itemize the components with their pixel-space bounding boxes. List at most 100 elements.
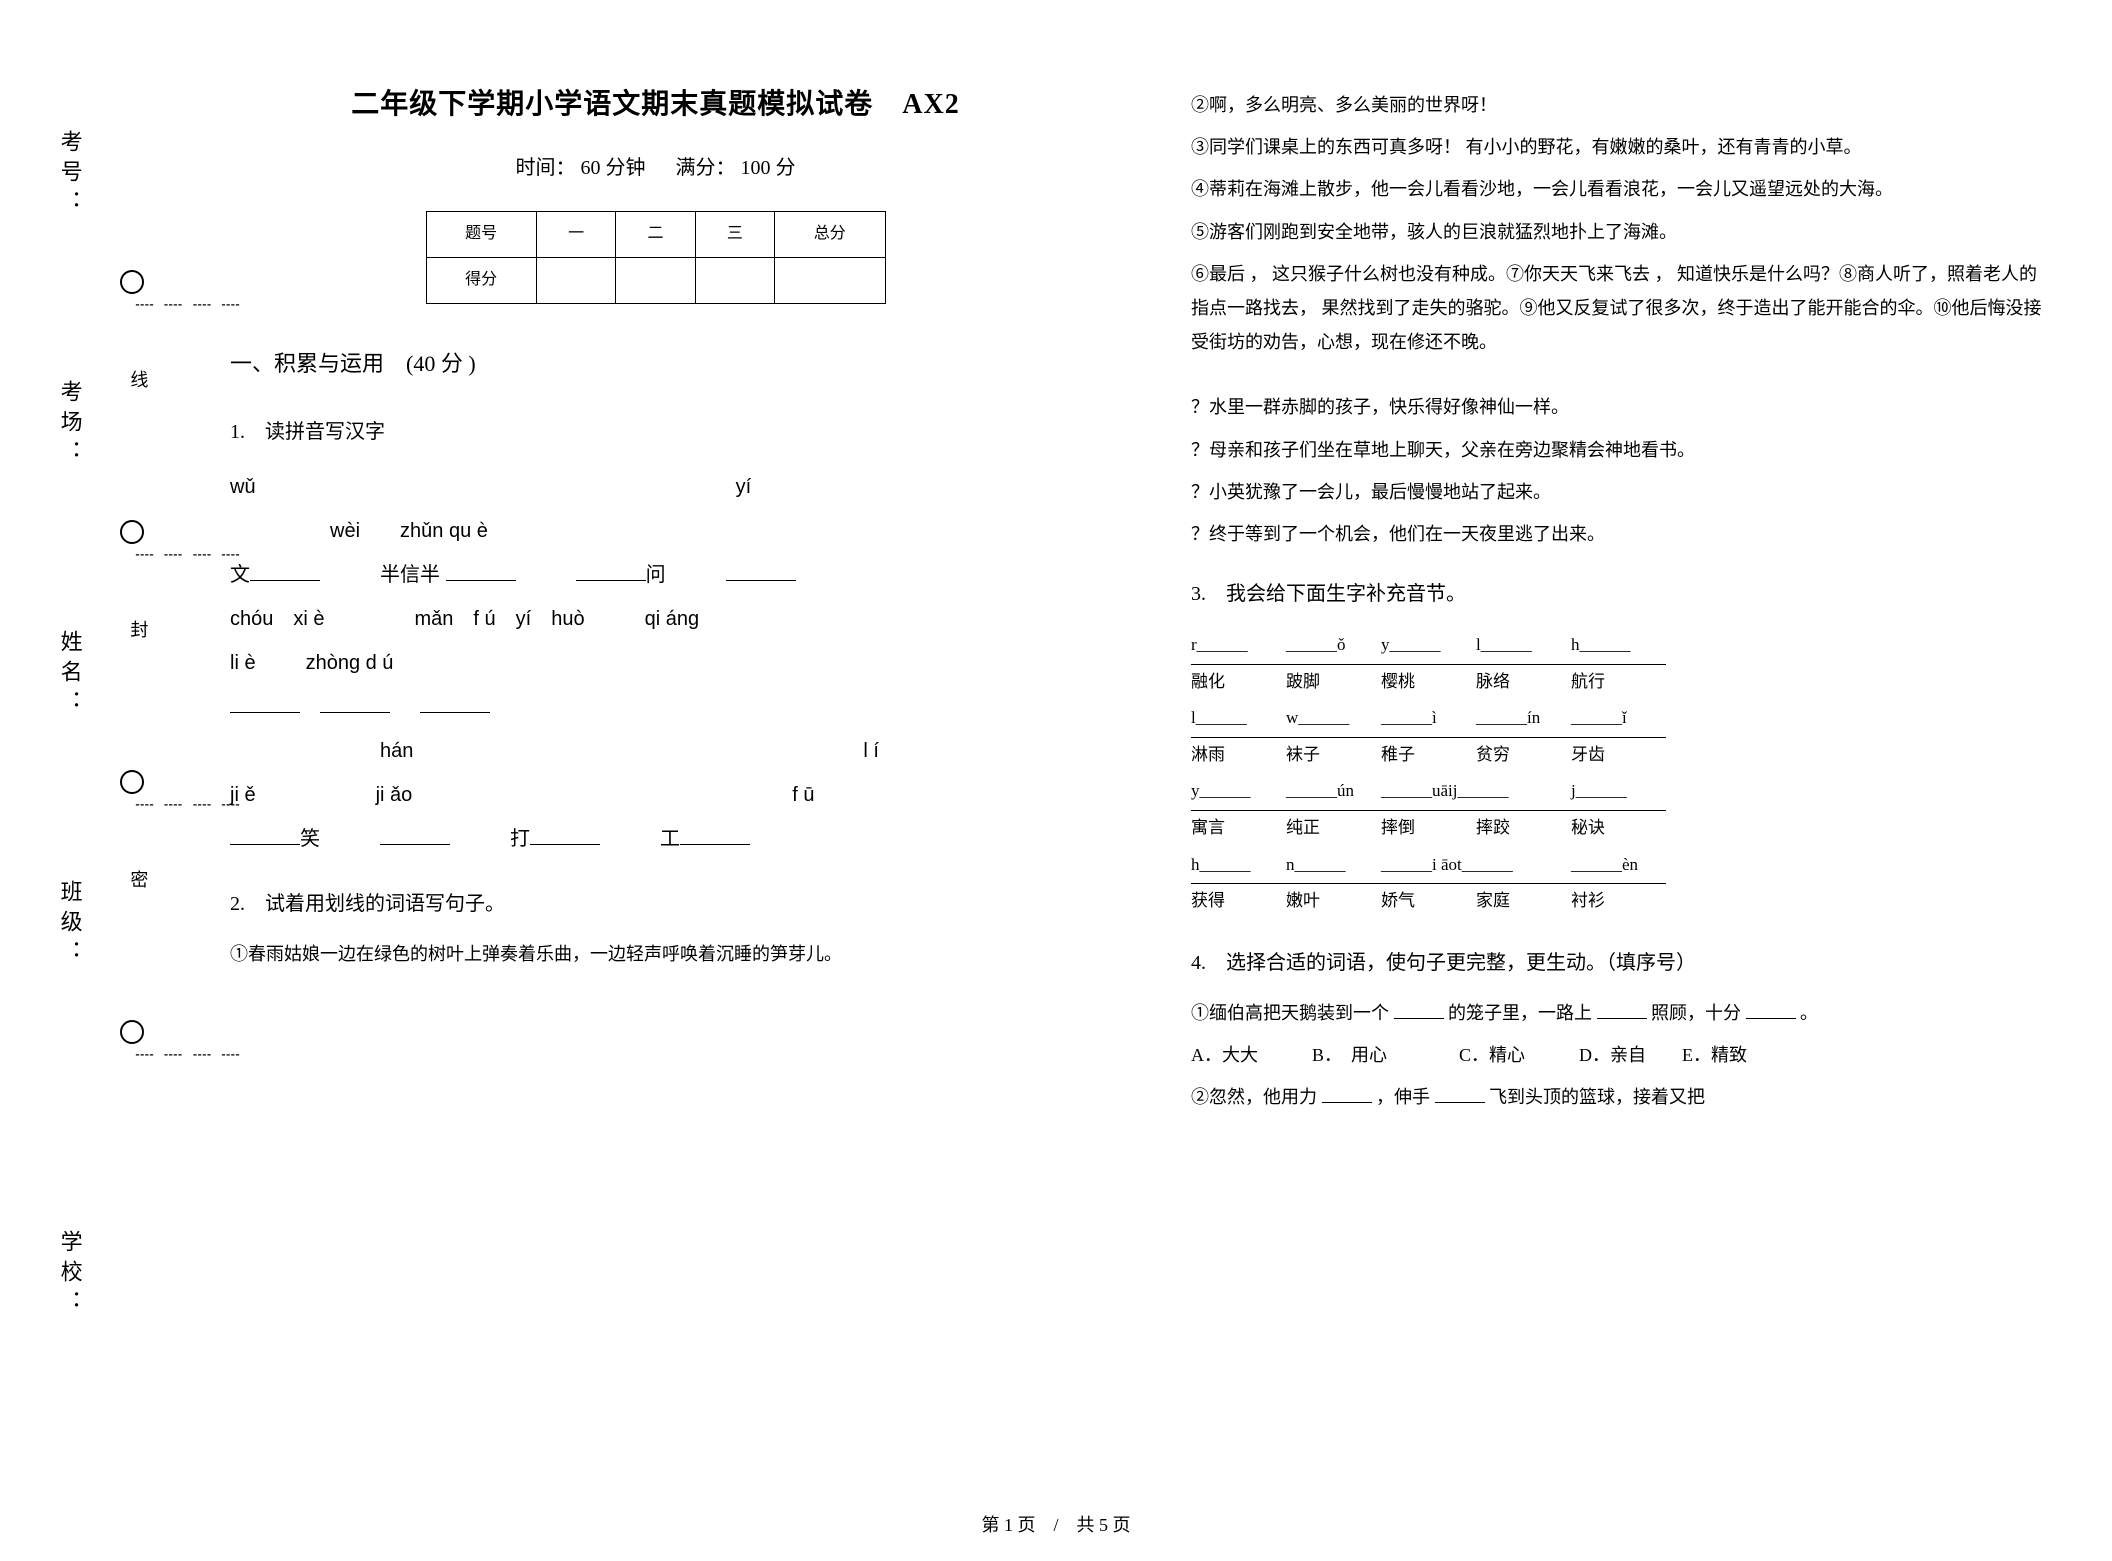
py: yí — [736, 476, 752, 498]
py-cell[interactable]: r______ — [1191, 627, 1286, 664]
py-cell[interactable]: ______ǒ — [1286, 627, 1381, 664]
blank[interactable] — [380, 825, 450, 845]
word-cell: 融化 — [1191, 664, 1286, 700]
td-label: 得分 — [426, 258, 536, 304]
time-label: 时间： — [516, 157, 576, 179]
label-name: 姓名： — [50, 630, 90, 720]
py: mǎn — [415, 608, 454, 630]
py: xi è — [293, 608, 324, 630]
circle-1 — [120, 270, 144, 294]
py: wǔ — [230, 476, 256, 498]
q4-line1: ①缅伯高把天鹅装到一个 的笼子里，一路上 照顾，十分 。 — [1191, 996, 2042, 1030]
word-cell: 获得 — [1191, 884, 1286, 920]
blank[interactable] — [1322, 1085, 1372, 1103]
label-class: 班级： — [50, 880, 90, 970]
blank[interactable] — [1597, 1001, 1647, 1019]
blank[interactable] — [446, 561, 516, 581]
py-cell[interactable]: ______ín — [1476, 700, 1571, 737]
word-cell: 摔跤 — [1476, 811, 1571, 847]
py-cell[interactable]: j______ — [1571, 773, 1666, 810]
py: ji ǎo — [376, 784, 413, 806]
word-cell: 寓言 — [1191, 811, 1286, 847]
q2-item-6: ⑥最后 ， 这只猴子什么树也没有种成。⑦你天天飞来飞去 ， 知道快乐是什么吗？⑧… — [1191, 257, 2042, 360]
char: 文 — [230, 564, 250, 586]
q2-item-4: ④蒂莉在海滩上散步，他一会儿看看沙地，一会儿看看浪花，一会儿又遥望远处的大海。 — [1191, 172, 2042, 206]
exam-subtitle: 时间： 60 分钟 满分： 100 分 — [230, 150, 1081, 186]
blank[interactable] — [530, 825, 600, 845]
word-cell: 稚子 — [1381, 737, 1476, 773]
py-cell[interactable]: h______ — [1191, 847, 1286, 884]
py-cell[interactable]: ______ún — [1286, 773, 1381, 810]
blank[interactable] — [1435, 1085, 1485, 1103]
text: 飞到头顶的篮球，接着又把 — [1489, 1087, 1705, 1107]
py-cell[interactable]: w______ — [1286, 700, 1381, 737]
py: qi áng — [645, 608, 700, 630]
py-cell[interactable]: h______ — [1571, 627, 1666, 664]
word-cell: 贫穷 — [1476, 737, 1571, 773]
py-cell[interactable]: y______ — [1381, 627, 1476, 664]
q3-title: 3. 我会给下面生字补充音节。 — [1191, 576, 2042, 612]
q2-extra-3: ？小英犹豫了一会儿，最后慢慢地站了起来。 — [1191, 475, 2042, 509]
q2-item-2: ②啊，多么明亮、多么美丽的世界呀！ — [1191, 88, 2042, 122]
py-cell[interactable]: ______uāij______ — [1381, 773, 1571, 810]
blank[interactable] — [1746, 1001, 1796, 1019]
word-cell: 摔倒 — [1381, 811, 1476, 847]
q1-title: 1. 读拼音写汉字 — [230, 414, 1081, 450]
time-value: 60 分钟 — [581, 157, 646, 179]
score-table: 题号 一 二 三 总分 得分 — [426, 211, 886, 304]
label-school: 学校： — [50, 1230, 90, 1320]
py: wèi — [330, 520, 360, 542]
td-1[interactable] — [536, 258, 615, 304]
blank[interactable] — [1394, 1001, 1444, 1019]
py-cell[interactable]: ______ǐ — [1571, 700, 1666, 737]
td-total[interactable] — [775, 258, 885, 304]
blank[interactable] — [230, 825, 300, 845]
text: 的笼子里，一路上 — [1448, 1003, 1592, 1023]
char: 笑 — [300, 828, 320, 850]
word-cell: 淋雨 — [1191, 737, 1286, 773]
blank[interactable] — [726, 561, 796, 581]
th-label: 题号 — [426, 212, 536, 258]
page-footer: 第 1 页 / 共 5 页 — [0, 1509, 2112, 1541]
blank[interactable] — [230, 693, 300, 713]
seal-mi: 密 — [122, 870, 154, 896]
blank[interactable] — [680, 825, 750, 845]
py-cell[interactable]: ______i āot______ — [1381, 847, 1571, 884]
blank[interactable] — [320, 693, 390, 713]
py-cell[interactable]: y______ — [1191, 773, 1286, 810]
word-cell: 家庭 — [1476, 884, 1571, 920]
blank[interactable] — [576, 561, 646, 581]
text: ①缅伯高把天鹅装到一个 — [1191, 1003, 1389, 1023]
td-2[interactable] — [616, 258, 695, 304]
exam-title: 二年级下学期小学语文期末真题模拟试卷 AX2 — [230, 80, 1081, 130]
py-cell[interactable]: ______ì — [1381, 700, 1476, 737]
word-cell: 跛脚 — [1286, 664, 1381, 700]
word-cell: 袜子 — [1286, 737, 1381, 773]
section-1-heading: 一、积累与运用 (40 分 ) — [230, 344, 1081, 384]
table-score-row: 得分 — [426, 258, 885, 304]
py: chóu — [230, 608, 273, 630]
word-cell: 牙齿 — [1571, 737, 1666, 773]
left-column: 二年级下学期小学语文期末真题模拟试卷 AX2 时间： 60 分钟 满分： 100… — [200, 60, 1111, 1501]
word-cell: 航行 — [1571, 664, 1666, 700]
py: zhǔn qu è — [400, 520, 488, 542]
circle-4 — [120, 1020, 144, 1044]
py: li è — [230, 652, 256, 674]
td-3[interactable] — [695, 258, 774, 304]
text: 。 — [1800, 1003, 1818, 1023]
char: 打 — [510, 828, 530, 850]
py: hán — [380, 740, 413, 762]
py: yí — [516, 608, 532, 630]
th-total: 总分 — [775, 212, 885, 258]
py: huò — [551, 608, 584, 630]
th-2: 二 — [616, 212, 695, 258]
blank[interactable] — [250, 561, 320, 581]
py-cell[interactable]: n______ — [1286, 847, 1381, 884]
py-cell[interactable]: ______èn — [1571, 847, 1666, 884]
py-cell[interactable]: l______ — [1476, 627, 1571, 664]
py: l í — [863, 740, 879, 762]
blank[interactable] — [420, 693, 490, 713]
py-cell[interactable]: l______ — [1191, 700, 1286, 737]
score-label: 满分： — [676, 157, 736, 179]
word-cell: 秘诀 — [1571, 811, 1666, 847]
